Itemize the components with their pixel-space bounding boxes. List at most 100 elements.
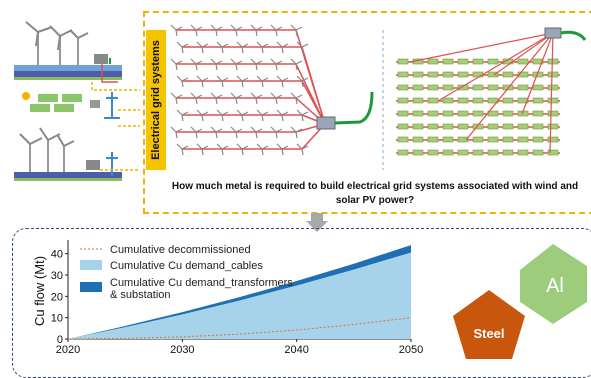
collection-cable — [182, 114, 326, 125]
collection-cable — [176, 97, 326, 125]
pv-panel — [502, 149, 514, 156]
turbine-mark — [176, 143, 189, 156]
turbine-mark — [296, 109, 309, 122]
pv-panel — [457, 97, 469, 104]
pv-panel — [427, 71, 439, 78]
legend-swatch-transformers — [80, 282, 102, 292]
turbine-mark — [270, 58, 283, 71]
pv-panel — [472, 58, 484, 65]
pv-panel — [457, 110, 469, 117]
pv-panel — [442, 71, 454, 78]
pv-panel — [487, 84, 499, 91]
pv-panel — [472, 136, 484, 143]
turbine-mark — [196, 41, 209, 54]
y-tick-label: 0 — [57, 334, 63, 346]
turbine-mark — [276, 75, 289, 88]
pv-panel — [442, 123, 454, 130]
pv-panel — [487, 71, 499, 78]
wind-farm-icon — [14, 21, 122, 83]
pv-panel — [517, 149, 529, 156]
turbine-mark — [210, 58, 223, 71]
pv-panel — [427, 58, 439, 65]
connector-arrows — [91, 82, 140, 171]
turbine-mark — [276, 41, 289, 54]
turbine-mark — [236, 41, 249, 54]
pv-panel — [397, 97, 409, 104]
pv-panel — [547, 110, 559, 117]
pv-panel — [397, 110, 409, 117]
pv-panel — [517, 71, 529, 78]
pv-panel — [397, 71, 409, 78]
pv-panel — [532, 110, 544, 117]
pv-panel — [457, 149, 469, 156]
pv-panel — [472, 97, 484, 104]
pv-feeder — [549, 32, 554, 154]
pv-panel — [442, 97, 454, 104]
collection-cable — [182, 80, 326, 125]
pv-panel — [517, 123, 529, 130]
aluminium-label: Al — [546, 275, 564, 297]
turbine-mark — [196, 109, 209, 122]
x-tick-label: 2020 — [56, 344, 80, 356]
turbine-mark — [250, 126, 263, 139]
turbine-mark — [216, 109, 229, 122]
pv-panel — [532, 97, 544, 104]
grid-systems-label: Electrical grid systems — [146, 30, 166, 170]
collection-cable — [176, 63, 326, 125]
pv-panel — [457, 84, 469, 91]
turbine-mark — [290, 24, 303, 37]
pv-panel — [547, 149, 559, 156]
turbine-mark — [230, 58, 243, 71]
pv-panel — [442, 84, 454, 91]
steel-label: Steel — [473, 326, 504, 341]
turbine-mark — [210, 92, 223, 105]
pv-panel — [502, 97, 514, 104]
turbine-mark — [296, 41, 309, 54]
aluminium-hexagon — [520, 244, 587, 324]
turbine-mark — [176, 41, 189, 54]
pv-panel — [547, 58, 559, 65]
turbine-mark — [170, 24, 183, 37]
pv-panel — [472, 149, 484, 156]
pv-panel — [487, 123, 499, 130]
turbine-mark — [190, 58, 203, 71]
legend-swatch-cables — [80, 260, 102, 270]
y-tick-label: 10 — [51, 313, 63, 325]
pv-export-cable — [560, 30, 587, 41]
pv-panel — [472, 123, 484, 130]
pv-panel — [397, 58, 409, 65]
pv-panel — [547, 123, 559, 130]
pv-panel — [427, 84, 439, 91]
pv-panel — [397, 149, 409, 156]
pv-panel — [427, 149, 439, 156]
turbine-mark — [250, 58, 263, 71]
wind-turbine-grid — [170, 24, 374, 156]
pv-panel — [442, 136, 454, 143]
pv-feeder — [437, 32, 554, 102]
turbine-mark — [170, 92, 183, 105]
pv-panel — [442, 58, 454, 65]
pv-panel — [532, 58, 544, 65]
pv-panel — [517, 97, 529, 104]
question-text: How much metal is required to build elec… — [160, 180, 590, 208]
turbine-mark — [170, 58, 183, 71]
pv-panel — [532, 84, 544, 91]
pv-panel — [427, 123, 439, 130]
turbine-mark — [230, 126, 243, 139]
legend-label-cables: Cumulative Cu demand_cables — [110, 260, 263, 272]
pv-panel — [427, 110, 439, 117]
turbine-mark — [270, 126, 283, 139]
pv-panel — [457, 58, 469, 65]
y-tick-label: 40 — [51, 249, 63, 261]
pv-panel — [547, 84, 559, 91]
turbine-mark — [176, 109, 189, 122]
pv-panel — [472, 110, 484, 117]
pv-panel — [457, 71, 469, 78]
pv-panel — [412, 97, 424, 104]
turbine-mark — [190, 24, 203, 37]
export-cable — [334, 91, 374, 125]
turbine-mark — [270, 24, 283, 37]
pv-panel — [397, 123, 409, 130]
pv-panel — [397, 136, 409, 143]
